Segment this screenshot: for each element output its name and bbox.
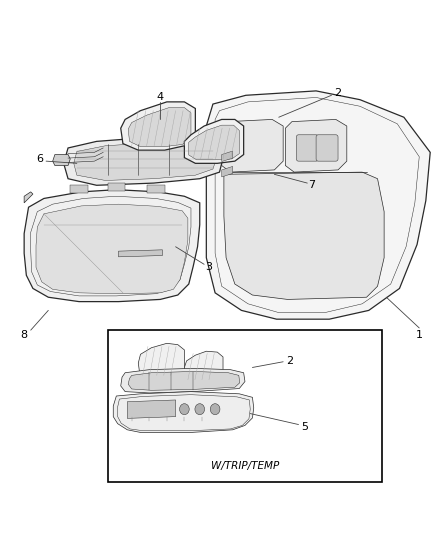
- Polygon shape: [138, 343, 184, 377]
- Polygon shape: [221, 119, 283, 172]
- Polygon shape: [118, 250, 162, 257]
- Polygon shape: [128, 108, 191, 147]
- FancyBboxPatch shape: [296, 135, 318, 161]
- Text: 3: 3: [205, 262, 212, 271]
- Text: 4: 4: [156, 93, 163, 102]
- Polygon shape: [206, 91, 429, 319]
- Text: W/TRIP/TEMP: W/TRIP/TEMP: [210, 461, 278, 471]
- Text: 8: 8: [21, 329, 28, 340]
- Polygon shape: [147, 185, 164, 193]
- Polygon shape: [188, 125, 239, 160]
- FancyBboxPatch shape: [315, 135, 337, 161]
- Polygon shape: [221, 166, 232, 177]
- Ellipse shape: [194, 403, 204, 415]
- Bar: [107, 330, 381, 482]
- Polygon shape: [70, 185, 88, 193]
- Polygon shape: [36, 204, 187, 294]
- Polygon shape: [74, 143, 217, 181]
- Polygon shape: [285, 119, 346, 172]
- Polygon shape: [24, 190, 199, 302]
- Polygon shape: [184, 119, 243, 163]
- Polygon shape: [120, 102, 195, 150]
- Polygon shape: [184, 351, 223, 382]
- Polygon shape: [24, 192, 33, 203]
- Text: 5: 5: [301, 422, 308, 432]
- Text: 2: 2: [334, 88, 341, 98]
- Text: 2: 2: [286, 356, 293, 366]
- Polygon shape: [107, 183, 125, 191]
- Polygon shape: [113, 392, 253, 432]
- Polygon shape: [223, 172, 383, 300]
- Polygon shape: [127, 400, 175, 418]
- Polygon shape: [53, 155, 70, 166]
- Text: 6: 6: [36, 154, 43, 164]
- Ellipse shape: [210, 403, 219, 415]
- Ellipse shape: [179, 403, 189, 415]
- Polygon shape: [128, 372, 239, 390]
- Polygon shape: [120, 368, 244, 393]
- Text: 7: 7: [307, 180, 314, 190]
- Polygon shape: [221, 151, 232, 161]
- Polygon shape: [64, 137, 223, 185]
- Text: 1: 1: [415, 329, 422, 340]
